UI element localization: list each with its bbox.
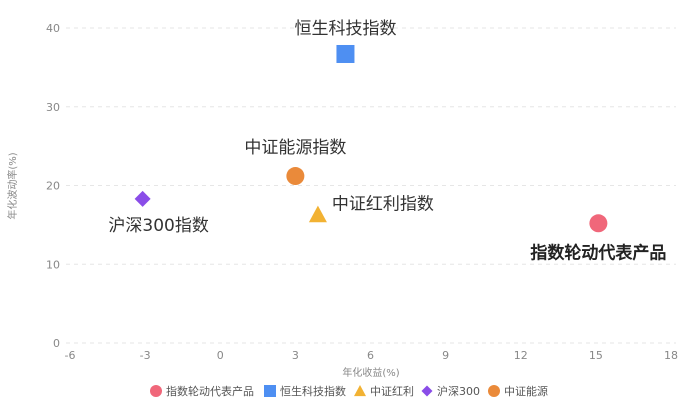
legend-label: 中证红利 [370, 385, 414, 398]
legend-label: 沪深300 [437, 384, 480, 398]
x-tick-label: 0 [217, 349, 224, 362]
x-axis-ticks: -6 -3 0 3 6 9 12 15 18 [65, 349, 678, 362]
x-tick-label: 3 [292, 349, 299, 362]
y-tick-label: 20 [46, 180, 60, 193]
data-point-3 [308, 205, 327, 223]
legend-marker [421, 385, 433, 397]
legend-item: 指数轮动代表产品 [150, 384, 254, 398]
x-axis-title: 年化收益(%) [342, 366, 399, 379]
x-tick-label: -3 [140, 349, 151, 362]
y-axis-ticks: 0 10 20 30 40 [46, 22, 60, 350]
legend-label: 指数轮动代表产品 [166, 384, 254, 398]
point-label: 恒生科技指数 [294, 19, 396, 39]
legend-marker [354, 385, 366, 397]
y-tick-label: 30 [46, 101, 60, 114]
legend-item: 沪深300 [421, 384, 480, 398]
data-point-4 [134, 190, 151, 207]
legend-marker [488, 385, 500, 397]
legend-item: 恒生科技指数 [264, 384, 346, 398]
data-points [134, 44, 608, 233]
legend-label: 中证能源 [504, 384, 548, 398]
point-label: 中证红利指数 [332, 195, 434, 215]
data-point-5 [286, 167, 305, 186]
x-tick-label: -6 [65, 349, 76, 362]
legend-marker [264, 385, 276, 397]
x-tick-label: 6 [367, 349, 374, 362]
legend-label: 恒生科技指数 [280, 384, 346, 398]
y-tick-label: 0 [53, 337, 60, 350]
x-tick-label: 18 [664, 349, 678, 362]
legend-marker [150, 385, 162, 397]
x-tick-label: 12 [514, 349, 528, 362]
legend-item: 中证红利 [354, 385, 414, 398]
x-tick-label: 15 [589, 349, 603, 362]
data-point-1 [589, 214, 608, 233]
x-tick-label: 9 [442, 349, 449, 362]
data-point-2 [336, 44, 355, 63]
point-label: 沪深300指数 [108, 216, 208, 236]
y-tick-label: 40 [46, 22, 60, 35]
y-tick-label: 10 [46, 258, 60, 271]
grid-lines [66, 27, 676, 344]
point-label: 中证能源指数 [244, 138, 346, 158]
legend: 指数轮动代表产品 恒生科技指数 中证红利 沪深300 中证能源 [150, 384, 548, 398]
point-label: 指数轮动代表产品 [530, 242, 666, 263]
y-axis-title: 年化波动率(%) [6, 152, 19, 219]
legend-item: 中证能源 [488, 384, 548, 398]
